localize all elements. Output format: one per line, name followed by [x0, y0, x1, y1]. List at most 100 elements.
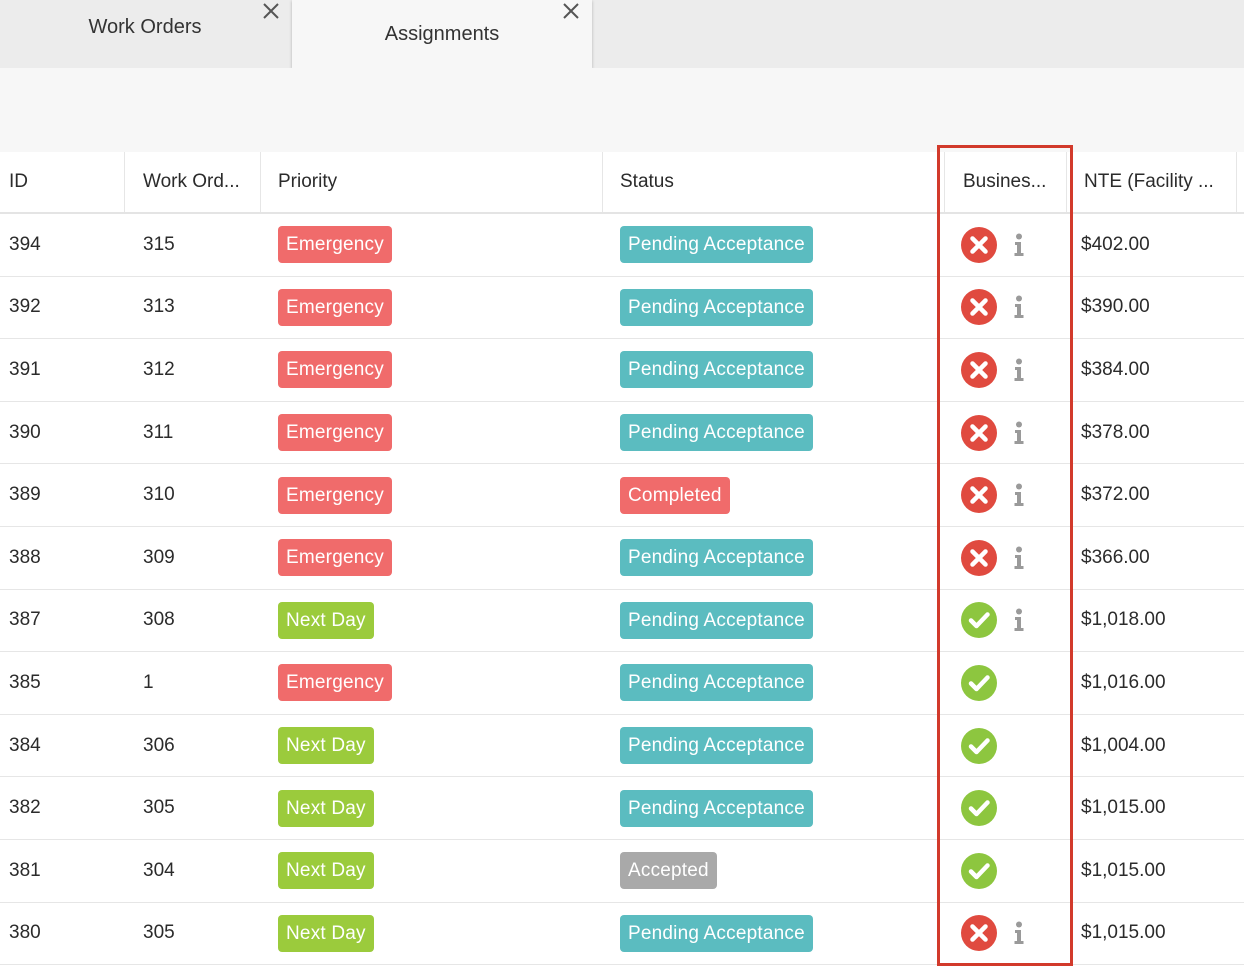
status-badge: Pending Acceptance [620, 727, 813, 765]
info-icon[interactable] [1009, 546, 1029, 570]
cell-work-order: 305 [143, 922, 175, 944]
cell-work-order: 308 [143, 609, 175, 631]
cell-priority: Next Day [261, 840, 603, 902]
cell-status: Pending Acceptance [603, 903, 945, 965]
cell-nte: $390.00 [1081, 296, 1150, 318]
pass-check-icon [961, 790, 997, 827]
cell-business-check [945, 652, 1067, 714]
info-icon[interactable] [1009, 358, 1029, 382]
status-badge: Pending Acceptance [620, 664, 813, 702]
cell-work-order: 312 [143, 358, 175, 380]
info-icon[interactable] [1009, 295, 1029, 319]
fail-x-icon [961, 477, 997, 514]
close-icon[interactable] [560, 0, 582, 22]
info-icon[interactable] [1009, 483, 1029, 507]
cell-business-check [945, 339, 1067, 401]
toolbar-area [0, 68, 1244, 152]
cell-id: 391 [9, 358, 41, 380]
cell-nte: $1,016.00 [1081, 671, 1166, 693]
pass-check-icon [961, 852, 997, 889]
cell-nte: $378.00 [1081, 421, 1150, 443]
status-badge: Pending Acceptance [620, 351, 813, 389]
tab-work-orders-label: Work Orders [88, 15, 202, 38]
cell-id: 394 [9, 233, 41, 255]
priority-badge: Emergency [278, 664, 392, 702]
table-row[interactable]: 391 312 Emergency Pending Acceptance $384.00 [0, 339, 1244, 402]
table-row[interactable]: 380 305 Next Day Pending Acceptance $1,015.0… [0, 903, 1244, 966]
column-header-status[interactable]: Status [603, 152, 945, 212]
priority-badge: Emergency [278, 539, 392, 577]
tab-assignments[interactable]: Assignments [292, 0, 592, 68]
table-row[interactable]: 384 306 Next Day Pending Acceptance $1,004.0… [0, 715, 1244, 778]
business-check-icons [961, 727, 997, 764]
status-badge: Pending Acceptance [620, 414, 813, 452]
cell-business-check [945, 840, 1067, 902]
grid-header: ID Work Ord... Priority Status Busines..… [0, 152, 1244, 214]
table-row[interactable]: 394 315 Emergency Pending Acceptance $402.00 [0, 214, 1244, 277]
cell-business-check [945, 715, 1067, 777]
column-header-business[interactable]: Busines... [945, 152, 1067, 212]
tab-bar: Work Orders Assignments [0, 0, 1244, 68]
cell-business-check [945, 402, 1067, 464]
business-check-icons [961, 226, 1029, 263]
priority-badge: Next Day [278, 601, 374, 639]
cell-id: 382 [9, 797, 41, 819]
column-header-work-order[interactable]: Work Ord... [125, 152, 261, 212]
cell-id: 389 [9, 484, 41, 506]
table-row[interactable]: 387 308 Next Day Pending Acceptance $1,018.0… [0, 590, 1244, 653]
cell-status: Accepted [603, 840, 945, 902]
cell-priority: Emergency [261, 277, 603, 339]
cell-status: Pending Acceptance [603, 527, 945, 589]
business-check-icons [961, 539, 1029, 576]
business-check-icons [961, 852, 997, 889]
cell-status: Pending Acceptance [603, 214, 945, 276]
priority-badge: Emergency [278, 226, 392, 264]
fail-x-icon [961, 289, 997, 326]
cell-nte: $1,018.00 [1081, 609, 1166, 631]
info-icon[interactable] [1009, 608, 1029, 632]
priority-badge: Next Day [278, 852, 374, 890]
column-header-id[interactable]: ID [0, 152, 125, 212]
table-row[interactable]: 390 311 Emergency Pending Acceptance $378.00 [0, 402, 1244, 465]
fail-x-icon [961, 414, 997, 451]
status-badge: Accepted [620, 852, 717, 890]
table-row[interactable]: 381 304 Next Day Accepted $1,015.00 [0, 840, 1244, 903]
cell-business-check [945, 903, 1067, 965]
table-row[interactable]: 392 313 Emergency Pending Acceptance $390.00 [0, 277, 1244, 340]
close-icon[interactable] [260, 0, 282, 22]
priority-badge: Emergency [278, 351, 392, 389]
priority-badge: Next Day [278, 789, 374, 827]
cell-work-order: 306 [143, 734, 175, 756]
cell-nte: $372.00 [1081, 484, 1150, 506]
info-icon[interactable] [1009, 921, 1029, 945]
cell-status: Pending Acceptance [603, 402, 945, 464]
info-icon[interactable] [1009, 421, 1029, 445]
column-header-nte[interactable]: NTE (Facility ... [1067, 152, 1237, 212]
cell-priority: Emergency [261, 652, 603, 714]
table-row[interactable]: 382 305 Next Day Pending Acceptance $1,015.0… [0, 777, 1244, 840]
cell-business-check [945, 277, 1067, 339]
table-row[interactable]: 385 1 Emergency Pending Acceptance $1,016.00 [0, 652, 1244, 715]
status-badge: Completed [620, 476, 730, 514]
tab-work-orders[interactable]: Work Orders [0, 0, 290, 68]
cell-id: 384 [9, 734, 41, 756]
cell-work-order: 304 [143, 859, 175, 881]
fail-x-icon [961, 915, 997, 952]
cell-nte: $1,015.00 [1081, 922, 1166, 944]
cell-business-check [945, 777, 1067, 839]
business-check-icons [961, 414, 1029, 451]
cell-nte: $366.00 [1081, 546, 1150, 568]
column-header-priority[interactable]: Priority [261, 152, 603, 212]
cell-priority: Next Day [261, 903, 603, 965]
priority-badge: Next Day [278, 727, 374, 765]
fail-x-icon [961, 351, 997, 388]
cell-id: 392 [9, 296, 41, 318]
info-icon[interactable] [1009, 233, 1029, 257]
cell-business-check [945, 214, 1067, 276]
cell-business-check [945, 590, 1067, 652]
fail-x-icon [961, 226, 997, 263]
cell-priority: Emergency [261, 464, 603, 526]
table-row[interactable]: 389 310 Emergency Completed $372.00 [0, 464, 1244, 527]
table-row[interactable]: 388 309 Emergency Pending Acceptance $366.00 [0, 527, 1244, 590]
cell-business-check [945, 464, 1067, 526]
